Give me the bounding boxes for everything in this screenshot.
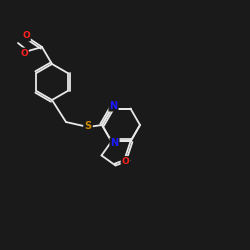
Text: N: N	[110, 100, 118, 110]
Text: N: N	[110, 138, 118, 148]
Text: S: S	[84, 121, 91, 131]
Text: O: O	[122, 157, 130, 166]
Text: O: O	[20, 48, 28, 58]
Text: O: O	[22, 32, 30, 40]
Text: S: S	[84, 122, 91, 132]
